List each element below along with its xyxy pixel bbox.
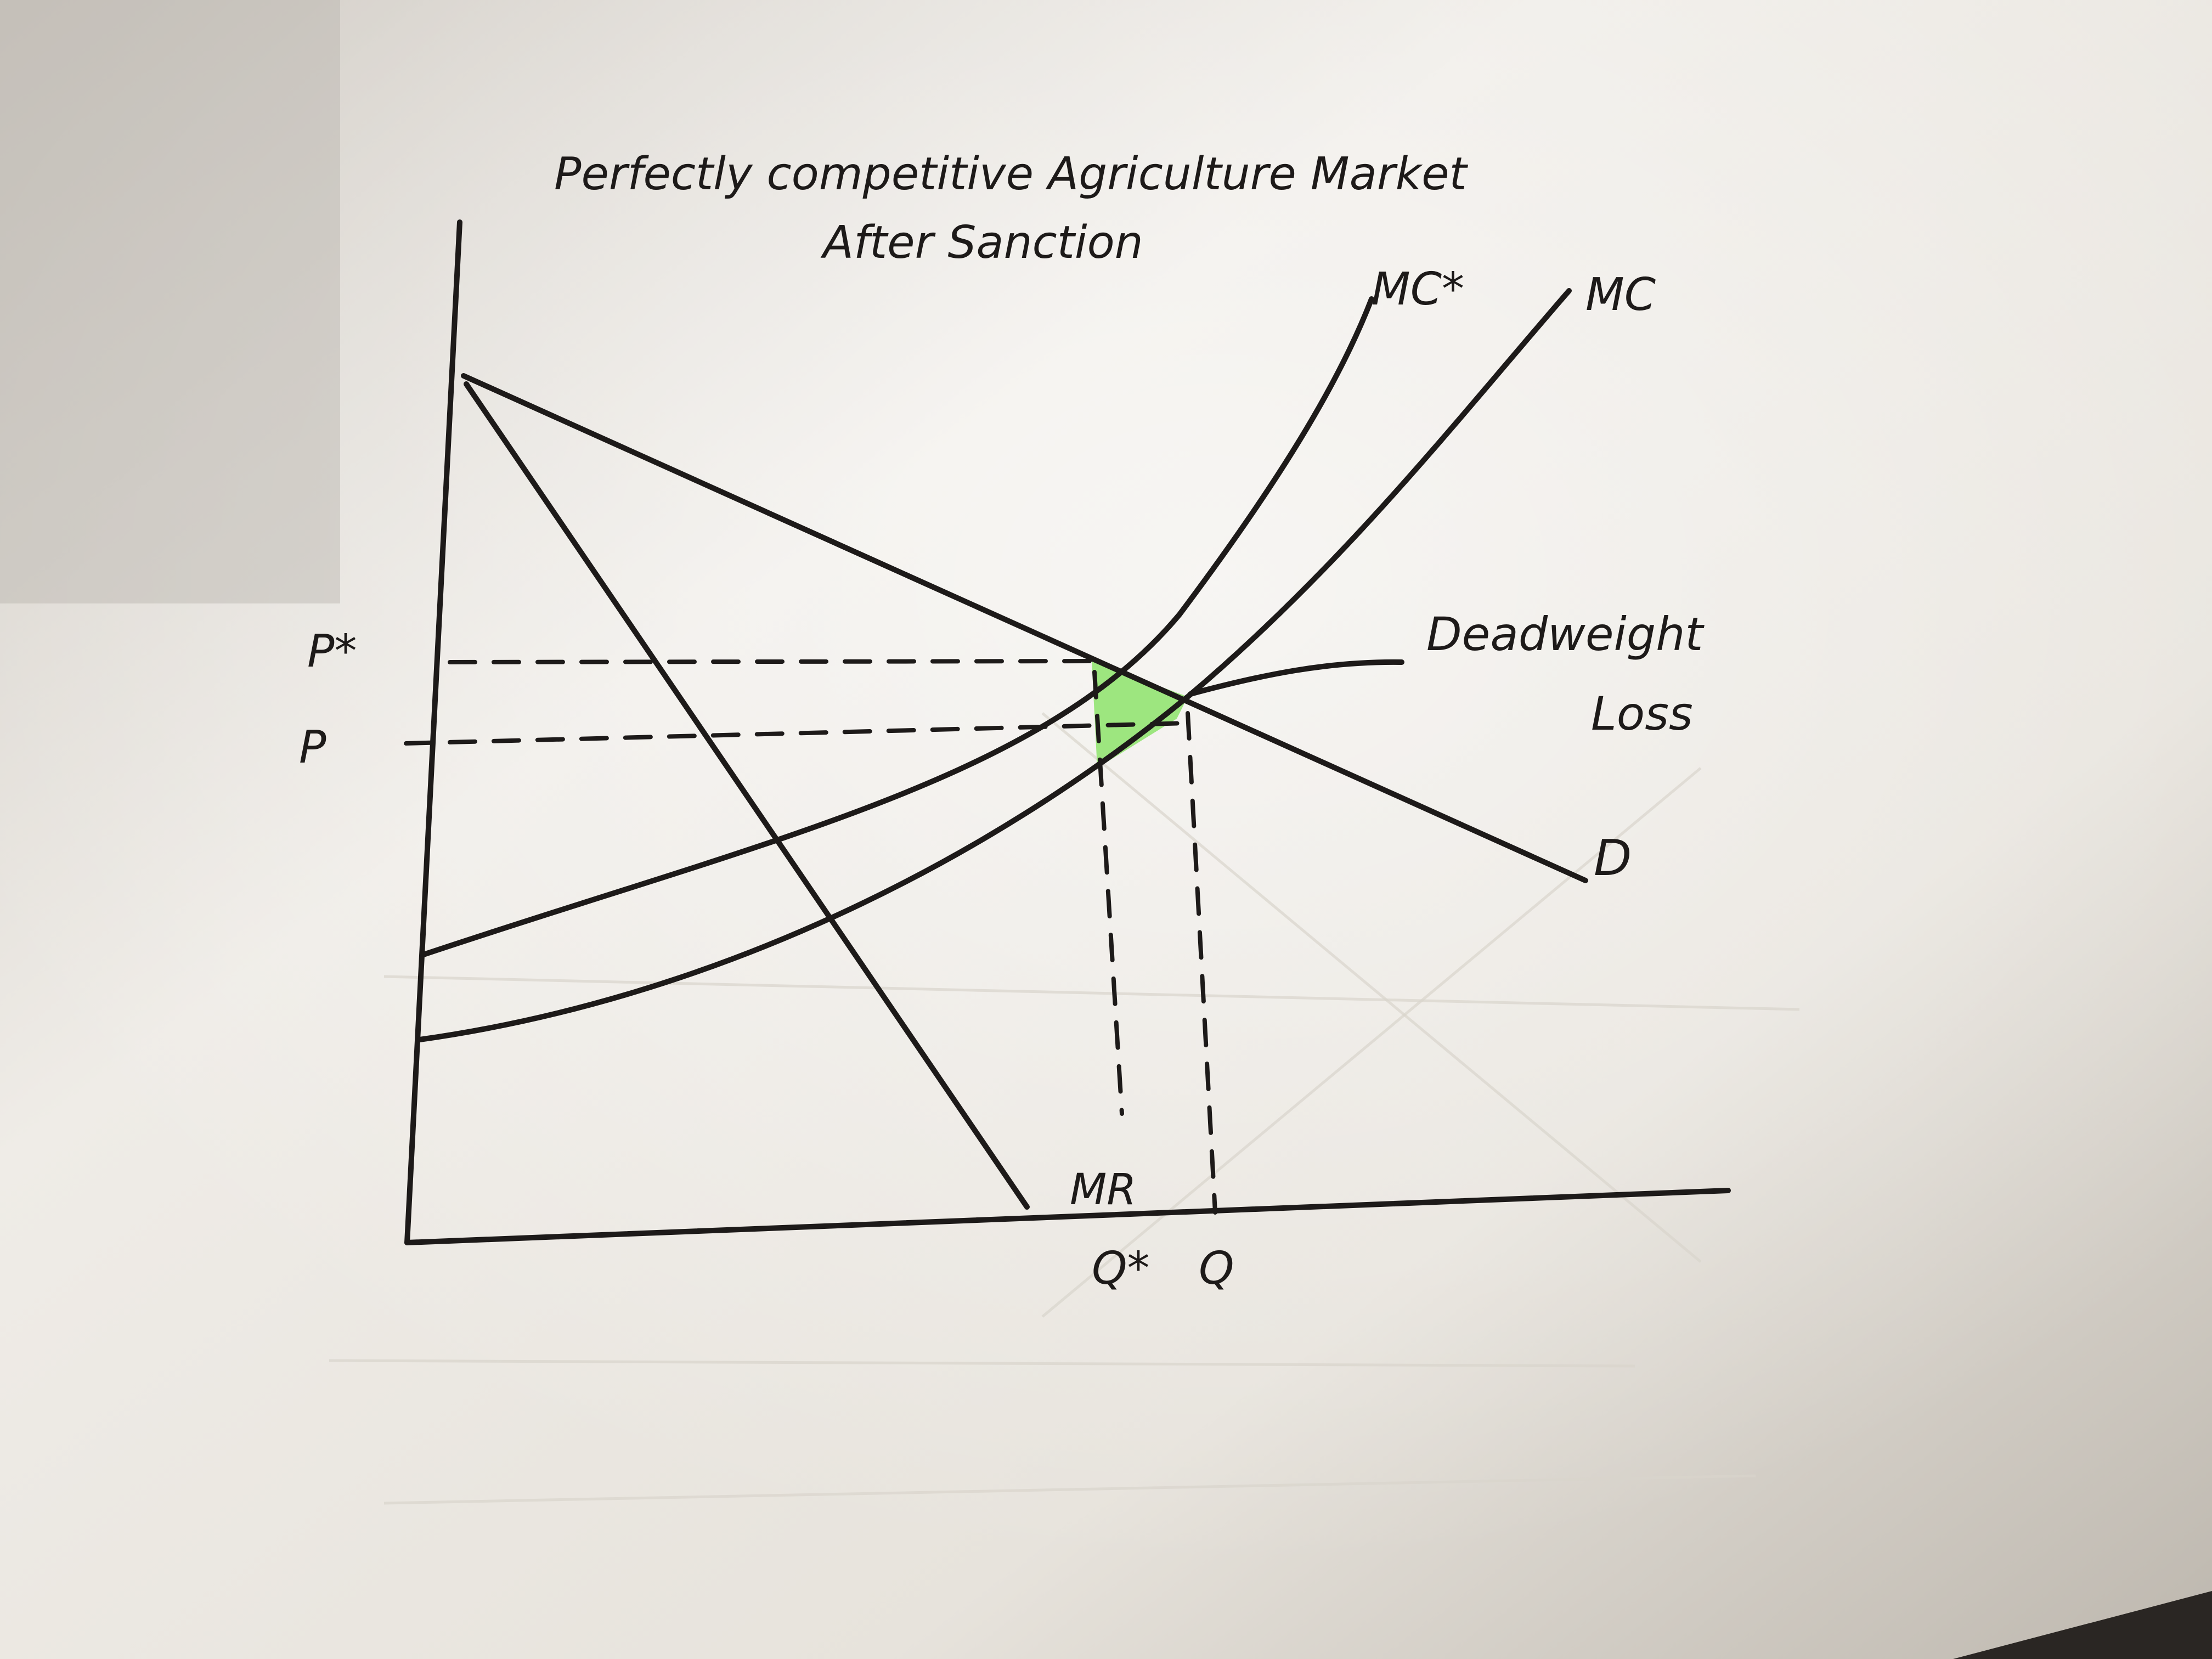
- mc-label: MC: [1585, 269, 1656, 321]
- diagram-title-line2: After Sanction: [820, 217, 1143, 269]
- y-axis: [404, 219, 462, 1245]
- shadow-band: [0, 0, 340, 603]
- p-star-label: P*: [307, 625, 357, 678]
- demand-curve: [461, 373, 1588, 883]
- diagram-title-line1: Perfectly competitive Agriculture Market: [554, 148, 1469, 200]
- mc-curve: [417, 288, 1572, 1042]
- q-star-label: Q*: [1092, 1243, 1150, 1295]
- q-dashed-line: [1186, 711, 1217, 1215]
- paper-creases: [329, 712, 1800, 1505]
- p-star-dashed-line: [448, 659, 1094, 664]
- deadweight-loss-label-line2: Loss: [1591, 687, 1693, 741]
- mc-star-label: MC*: [1372, 263, 1464, 315]
- mr-label: MR: [1070, 1165, 1137, 1215]
- deadweight-loss-pointer: [1188, 659, 1404, 697]
- x-axis: [404, 1188, 1731, 1245]
- deadweight-loss-label-line1: Deadweight: [1426, 607, 1705, 661]
- mc-star-curve: [421, 296, 1374, 957]
- q-star-dashed-line: [1092, 670, 1124, 1116]
- marginal-revenue-curve: [464, 381, 1030, 1210]
- demand-label: D: [1594, 830, 1632, 887]
- q-label: Q: [1199, 1243, 1234, 1295]
- p-label: P: [299, 721, 326, 774]
- p-dashed-line: [404, 721, 1190, 746]
